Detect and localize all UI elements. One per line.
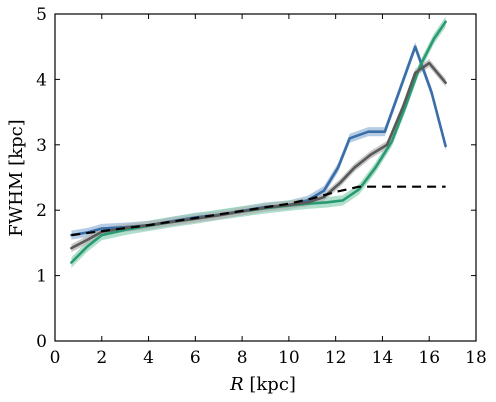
series-4-line (71, 185, 446, 237)
x-axis-variable: R (229, 374, 244, 395)
y-tick-label: 1 (36, 267, 47, 287)
plot-area (70, 16, 447, 268)
series-1-band (71, 42, 446, 240)
x-axis-label: R [kpc] (229, 374, 296, 395)
x-tick-label: 0 (50, 348, 61, 368)
x-tick-label: 6 (190, 348, 201, 368)
y-tick-label: 2 (36, 201, 47, 221)
y-tick-label: 5 (36, 5, 47, 25)
y-tick-labels: 0 1 2 3 4 5 (36, 5, 47, 352)
x-tick-label: 10 (278, 348, 300, 368)
x-tick-label: 14 (372, 348, 394, 368)
x-tick-labels: 0 2 4 6 8 10 12 14 16 18 (50, 348, 487, 368)
axis-ticks (54, 13, 477, 342)
x-tick-label: 4 (143, 348, 154, 368)
series-3-line (70, 61, 447, 250)
y-axis-label: FWHM [kpc] (6, 119, 27, 236)
plot-frame (54, 13, 477, 342)
x-tick-label: 18 (465, 348, 487, 368)
y-tick-label: 0 (36, 332, 47, 352)
x-axis-unit: [kpc] (244, 374, 296, 395)
x-tick-label: 2 (96, 348, 107, 368)
y-tick-label: 3 (36, 136, 47, 156)
x-tick-label: 16 (418, 348, 440, 368)
y-tick-label: 4 (36, 70, 47, 90)
x-tick-label: 12 (325, 348, 347, 368)
x-tick-label: 8 (237, 348, 248, 368)
